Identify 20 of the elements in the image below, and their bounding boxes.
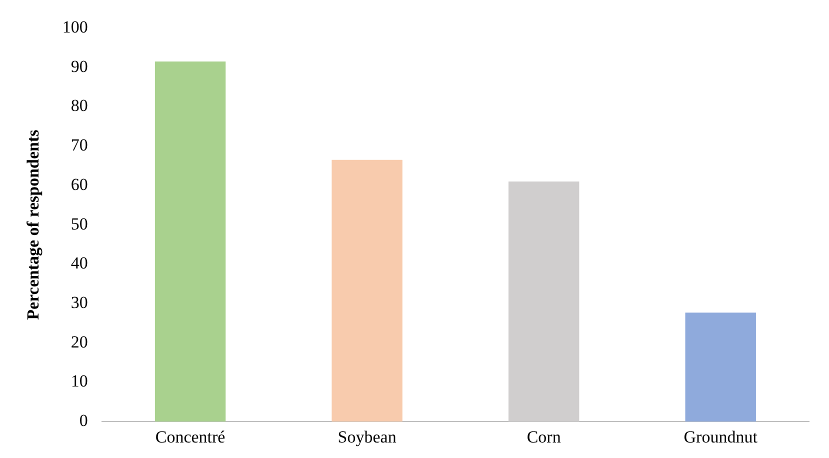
y-tick-label: 0 <box>79 411 88 430</box>
x-tick-label: Groundnut <box>684 427 758 446</box>
bar <box>508 182 580 422</box>
y-tick-label: 70 <box>70 136 88 155</box>
y-tick-label: 100 <box>62 17 88 36</box>
x-tick-label: Concentré <box>155 427 226 446</box>
y-tick-label: 90 <box>70 56 88 76</box>
y-tick-label: 30 <box>70 292 88 312</box>
y-tick-label: 50 <box>70 214 88 234</box>
y-tick-label: 20 <box>70 332 88 352</box>
y-tick-label: 40 <box>70 254 88 273</box>
x-tick-label: Corn <box>526 427 562 446</box>
bar <box>332 160 402 422</box>
bar <box>685 312 756 422</box>
y-tick-label: 60 <box>70 174 88 194</box>
y-axis-title: Percentage of respondents <box>24 129 43 320</box>
y-tick-label: 80 <box>70 96 88 116</box>
x-tick-label: Soybean <box>338 427 397 446</box>
y-tick-label: 10 <box>70 372 88 391</box>
bar <box>154 61 226 422</box>
